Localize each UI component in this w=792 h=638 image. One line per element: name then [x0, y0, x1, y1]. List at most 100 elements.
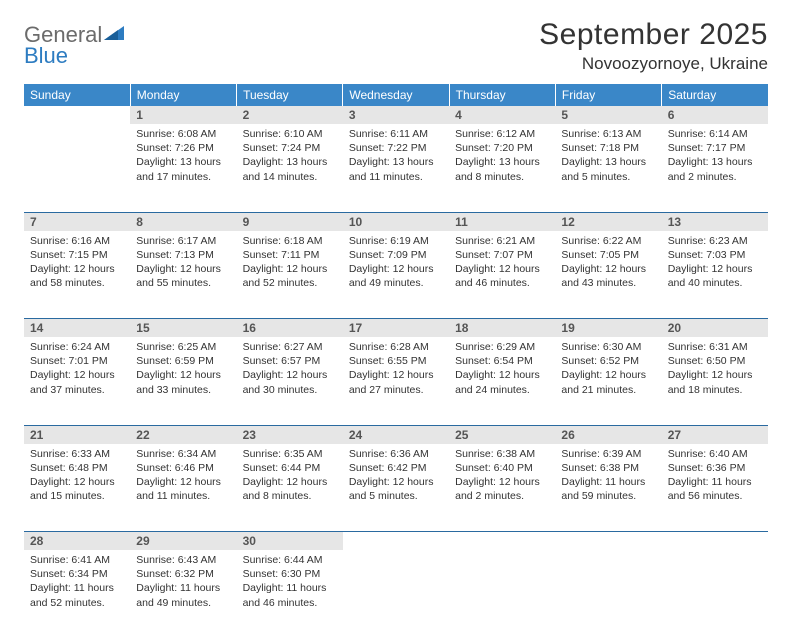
daylight-text: Daylight: 12 hours and 52 minutes. — [243, 262, 337, 290]
calendar-table: Sunday Monday Tuesday Wednesday Thursday… — [24, 84, 768, 638]
day-number-cell — [662, 532, 768, 551]
daylight-text: Daylight: 12 hours and 11 minutes. — [136, 475, 230, 503]
day-number-cell: 25 — [449, 425, 555, 444]
calendar-body: 123456Sunrise: 6:08 AMSunset: 7:26 PMDay… — [24, 106, 768, 638]
day-cell: Sunrise: 6:24 AMSunset: 7:01 PMDaylight:… — [24, 337, 130, 425]
day-number-cell: 21 — [24, 425, 130, 444]
sunset-text: Sunset: 7:07 PM — [455, 248, 549, 262]
day-details: Sunrise: 6:44 AMSunset: 6:30 PMDaylight:… — [237, 550, 343, 616]
day-number-row: 78910111213 — [24, 212, 768, 231]
day-number-cell: 3 — [343, 106, 449, 124]
day-number-row: 21222324252627 — [24, 425, 768, 444]
day-details: Sunrise: 6:19 AMSunset: 7:09 PMDaylight:… — [343, 231, 449, 297]
sunset-text: Sunset: 7:01 PM — [30, 354, 124, 368]
sunrise-text: Sunrise: 6:18 AM — [243, 234, 337, 248]
sunset-text: Sunset: 7:13 PM — [136, 248, 230, 262]
daylight-text: Daylight: 12 hours and 18 minutes. — [668, 368, 762, 396]
daylight-text: Daylight: 12 hours and 27 minutes. — [349, 368, 443, 396]
day-cell: Sunrise: 6:31 AMSunset: 6:50 PMDaylight:… — [662, 337, 768, 425]
logo-text: General Blue — [24, 24, 126, 67]
day-details: Sunrise: 6:10 AMSunset: 7:24 PMDaylight:… — [237, 124, 343, 190]
daylight-text: Daylight: 12 hours and 49 minutes. — [349, 262, 443, 290]
sunrise-text: Sunrise: 6:43 AM — [136, 553, 230, 567]
sunrise-text: Sunrise: 6:30 AM — [561, 340, 655, 354]
daylight-text: Daylight: 12 hours and 33 minutes. — [136, 368, 230, 396]
sunrise-text: Sunrise: 6:19 AM — [349, 234, 443, 248]
sunset-text: Sunset: 6:48 PM — [30, 461, 124, 475]
sunset-text: Sunset: 6:52 PM — [561, 354, 655, 368]
weekday-header: Saturday — [662, 84, 768, 106]
day-cell: Sunrise: 6:18 AMSunset: 7:11 PMDaylight:… — [237, 231, 343, 319]
day-details: Sunrise: 6:36 AMSunset: 6:42 PMDaylight:… — [343, 444, 449, 510]
day-body-row: Sunrise: 6:08 AMSunset: 7:26 PMDaylight:… — [24, 124, 768, 212]
day-cell: Sunrise: 6:25 AMSunset: 6:59 PMDaylight:… — [130, 337, 236, 425]
sunset-text: Sunset: 7:26 PM — [136, 141, 230, 155]
day-number-cell: 8 — [130, 212, 236, 231]
day-number-cell: 24 — [343, 425, 449, 444]
sunrise-text: Sunrise: 6:21 AM — [455, 234, 549, 248]
day-number-cell: 29 — [130, 532, 236, 551]
day-details: Sunrise: 6:43 AMSunset: 6:32 PMDaylight:… — [130, 550, 236, 616]
sunrise-text: Sunrise: 6:27 AM — [243, 340, 337, 354]
day-number-cell: 20 — [662, 319, 768, 338]
day-number-cell: 26 — [555, 425, 661, 444]
daylight-text: Daylight: 12 hours and 5 minutes. — [349, 475, 443, 503]
day-details: Sunrise: 6:11 AMSunset: 7:22 PMDaylight:… — [343, 124, 449, 190]
day-cell: Sunrise: 6:14 AMSunset: 7:17 PMDaylight:… — [662, 124, 768, 212]
day-number-cell: 7 — [24, 212, 130, 231]
calendar-page: General Blue September 2025 Novoozyornoy… — [0, 0, 792, 638]
day-cell: Sunrise: 6:43 AMSunset: 6:32 PMDaylight:… — [130, 550, 236, 638]
day-cell: Sunrise: 6:08 AMSunset: 7:26 PMDaylight:… — [130, 124, 236, 212]
logo-word-2: Blue — [24, 43, 68, 68]
day-number-cell: 17 — [343, 319, 449, 338]
day-number-cell: 27 — [662, 425, 768, 444]
day-details: Sunrise: 6:25 AMSunset: 6:59 PMDaylight:… — [130, 337, 236, 403]
day-number-cell: 10 — [343, 212, 449, 231]
day-number-cell: 18 — [449, 319, 555, 338]
day-cell: Sunrise: 6:35 AMSunset: 6:44 PMDaylight:… — [237, 444, 343, 532]
day-body-row: Sunrise: 6:24 AMSunset: 7:01 PMDaylight:… — [24, 337, 768, 425]
sunset-text: Sunset: 6:40 PM — [455, 461, 549, 475]
day-details: Sunrise: 6:22 AMSunset: 7:05 PMDaylight:… — [555, 231, 661, 297]
day-number-cell: 22 — [130, 425, 236, 444]
sunset-text: Sunset: 6:44 PM — [243, 461, 337, 475]
day-cell: Sunrise: 6:41 AMSunset: 6:34 PMDaylight:… — [24, 550, 130, 638]
sunrise-text: Sunrise: 6:23 AM — [668, 234, 762, 248]
weekday-header: Thursday — [449, 84, 555, 106]
day-details: Sunrise: 6:30 AMSunset: 6:52 PMDaylight:… — [555, 337, 661, 403]
day-number-cell — [555, 532, 661, 551]
sunset-text: Sunset: 7:18 PM — [561, 141, 655, 155]
sunset-text: Sunset: 7:17 PM — [668, 141, 762, 155]
month-title: September 2025 — [539, 18, 768, 52]
day-number-cell: 16 — [237, 319, 343, 338]
day-cell: Sunrise: 6:19 AMSunset: 7:09 PMDaylight:… — [343, 231, 449, 319]
day-number-cell: 30 — [237, 532, 343, 551]
weekday-header: Friday — [555, 84, 661, 106]
location: Novoozyornoye, Ukraine — [539, 54, 768, 74]
day-cell — [343, 550, 449, 638]
day-number-row: 282930 — [24, 532, 768, 551]
day-number-cell: 23 — [237, 425, 343, 444]
day-cell: Sunrise: 6:21 AMSunset: 7:07 PMDaylight:… — [449, 231, 555, 319]
day-number-cell: 11 — [449, 212, 555, 231]
day-number-cell — [343, 532, 449, 551]
day-details: Sunrise: 6:38 AMSunset: 6:40 PMDaylight:… — [449, 444, 555, 510]
sunrise-text: Sunrise: 6:12 AM — [455, 127, 549, 141]
sunset-text: Sunset: 6:36 PM — [668, 461, 762, 475]
day-body-row: Sunrise: 6:41 AMSunset: 6:34 PMDaylight:… — [24, 550, 768, 638]
day-cell — [24, 124, 130, 212]
sunrise-text: Sunrise: 6:17 AM — [136, 234, 230, 248]
sunrise-text: Sunrise: 6:16 AM — [30, 234, 124, 248]
daylight-text: Daylight: 12 hours and 58 minutes. — [30, 262, 124, 290]
day-details: Sunrise: 6:24 AMSunset: 7:01 PMDaylight:… — [24, 337, 130, 403]
weekday-header-row: Sunday Monday Tuesday Wednesday Thursday… — [24, 84, 768, 106]
daylight-text: Daylight: 12 hours and 21 minutes. — [561, 368, 655, 396]
sunset-text: Sunset: 7:05 PM — [561, 248, 655, 262]
day-cell: Sunrise: 6:11 AMSunset: 7:22 PMDaylight:… — [343, 124, 449, 212]
day-cell: Sunrise: 6:28 AMSunset: 6:55 PMDaylight:… — [343, 337, 449, 425]
day-cell: Sunrise: 6:44 AMSunset: 6:30 PMDaylight:… — [237, 550, 343, 638]
day-details: Sunrise: 6:40 AMSunset: 6:36 PMDaylight:… — [662, 444, 768, 510]
day-details: Sunrise: 6:08 AMSunset: 7:26 PMDaylight:… — [130, 124, 236, 190]
day-cell: Sunrise: 6:30 AMSunset: 6:52 PMDaylight:… — [555, 337, 661, 425]
daylight-text: Daylight: 13 hours and 11 minutes. — [349, 155, 443, 183]
